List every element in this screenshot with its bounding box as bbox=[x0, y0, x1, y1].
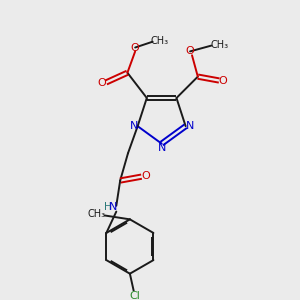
Text: CH₃: CH₃ bbox=[150, 36, 169, 46]
Text: CH₃: CH₃ bbox=[210, 40, 228, 50]
Text: CH₃: CH₃ bbox=[88, 209, 106, 220]
Text: H: H bbox=[104, 202, 111, 212]
Text: Cl: Cl bbox=[129, 291, 140, 300]
Text: O: O bbox=[131, 43, 140, 52]
Text: O: O bbox=[219, 76, 227, 85]
Text: N: N bbox=[109, 202, 118, 212]
Text: O: O bbox=[98, 78, 106, 88]
Text: N: N bbox=[158, 143, 166, 154]
Text: O: O bbox=[141, 171, 150, 181]
Text: N: N bbox=[130, 121, 138, 131]
Text: O: O bbox=[186, 46, 194, 56]
Text: N: N bbox=[186, 121, 195, 131]
